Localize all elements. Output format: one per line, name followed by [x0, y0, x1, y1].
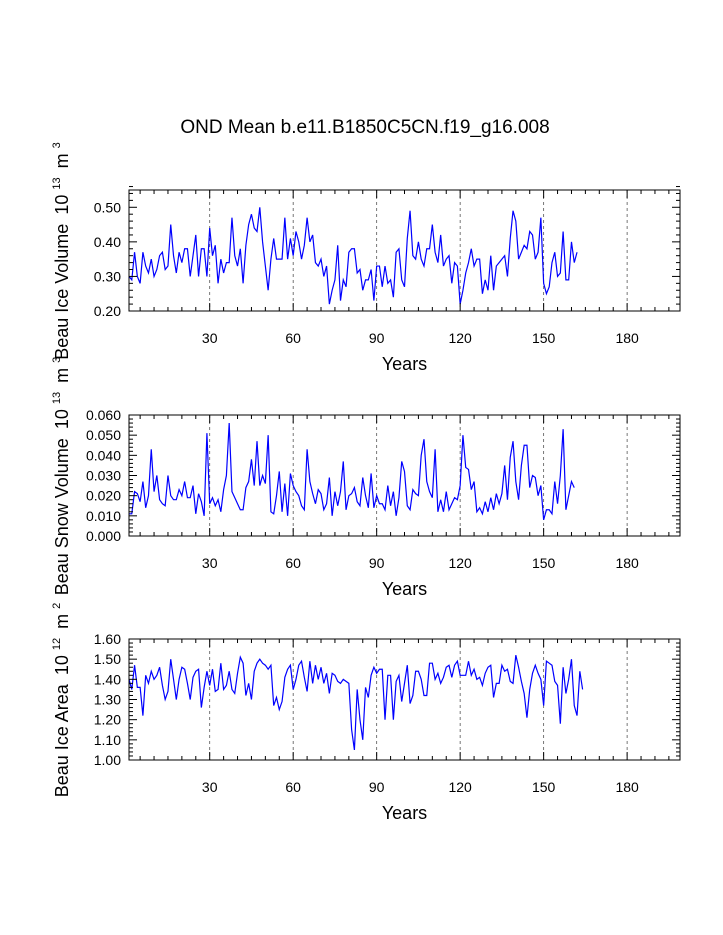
y-tick-label: 1.50	[94, 651, 121, 667]
panel-ice-volume: Beau Ice Volume 10 13 m 3 Years 30 60 90 12…	[44, 142, 681, 374]
panel-snow-volume: Beau Snow Volume 10 13 m 3 Years 30 60 90 1…	[44, 357, 681, 599]
ylabel-unit-base: 10	[52, 195, 72, 215]
y-tick-label: 0.040	[86, 447, 121, 463]
ylabel-unit-base: 10	[52, 409, 72, 429]
x-tick-label: 120	[448, 555, 472, 571]
x-tick-label: 60	[285, 555, 301, 571]
x-tick-label: 60	[285, 779, 301, 795]
y-tick-label: 0.020	[86, 488, 121, 504]
ylabel-unit-exp: 13	[51, 177, 63, 189]
y-tick-label: 0.050	[86, 427, 121, 443]
ylabel-unit-sym-exp: 3	[51, 357, 63, 363]
xlabel-snow-volume: Years	[382, 579, 427, 599]
series-line-ice-volume	[128, 207, 578, 305]
ylabel-text: Beau Ice Volume	[52, 224, 72, 360]
x-tick-label: 90	[369, 555, 385, 571]
y-tick-label: 1.10	[94, 732, 121, 748]
x-tick-label: 30	[202, 555, 218, 571]
x-tick-label: 120	[448, 779, 472, 795]
x-tick-label: 150	[532, 330, 556, 346]
ylabel-unit-sym: m	[52, 368, 72, 383]
x-tick-label: 90	[369, 779, 385, 795]
x-tick-label: 150	[532, 555, 556, 571]
y-tick-label: 1.30	[94, 692, 121, 708]
y-tick-label: 1.20	[94, 712, 121, 728]
ylabel-text: Beau Snow Volume	[52, 438, 72, 595]
plot-frame	[128, 638, 681, 761]
x-tick-label: 180	[615, 555, 639, 571]
x-tick-label: 180	[615, 330, 639, 346]
ylabel-snow-volume: Beau Snow Volume 10 13 m 3	[44, 357, 72, 596]
ylabel-unit-exp: 13	[51, 392, 63, 404]
series-line-snow-volume	[129, 423, 575, 521]
ylabel-unit-sym-exp: 2	[51, 603, 63, 609]
xlabel-ice-volume: Years	[382, 354, 427, 374]
y-tick-label: 0.060	[86, 407, 121, 423]
xlabel-ice-area: Years	[382, 803, 427, 823]
x-tick-label: 90	[369, 330, 385, 346]
y-tick-label: 0.000	[86, 528, 121, 544]
ylabel-unit-sym-exp: 3	[51, 142, 63, 148]
ylabel-ice-area: Beau Ice Area 10 12 m 2	[44, 603, 72, 798]
ylabel-unit-base: 10	[52, 655, 72, 675]
panel-ice-area: Beau Ice Area 10 12 m 2 Years 30 60 90 120 1…	[44, 603, 681, 823]
ylabel-unit-exp: 12	[51, 638, 63, 650]
ylabel-ice-volume: Beau Ice Volume 10 13 m 3	[44, 142, 72, 360]
ylabel-unit-sym: m	[52, 614, 72, 629]
y-tick-label: 0.010	[86, 508, 121, 524]
x-tick-label: 30	[202, 330, 218, 346]
y-tick-label: 0.50	[94, 199, 121, 215]
x-tick-label: 60	[285, 330, 301, 346]
x-tick-label: 180	[615, 779, 639, 795]
y-tick-label: 0.40	[94, 234, 121, 250]
y-tick-label: 0.030	[86, 468, 121, 484]
series-line-ice-area	[128, 654, 584, 750]
y-tick-label: 0.30	[94, 268, 121, 284]
x-tick-label: 120	[448, 330, 472, 346]
x-tick-label: 150	[532, 779, 556, 795]
y-tick-label: 1.40	[94, 671, 121, 687]
x-tick-label: 30	[202, 779, 218, 795]
y-tick-label: 0.20	[94, 303, 121, 319]
ylabel-text: Beau Ice Area	[52, 683, 72, 797]
chart-title: OND Mean b.e11.B1850C5CN.f19_g16.008	[180, 117, 549, 138]
y-tick-label: 1.00	[94, 752, 121, 768]
y-tick-label: 1.60	[94, 631, 121, 647]
ylabel-unit-sym: m	[52, 153, 72, 168]
